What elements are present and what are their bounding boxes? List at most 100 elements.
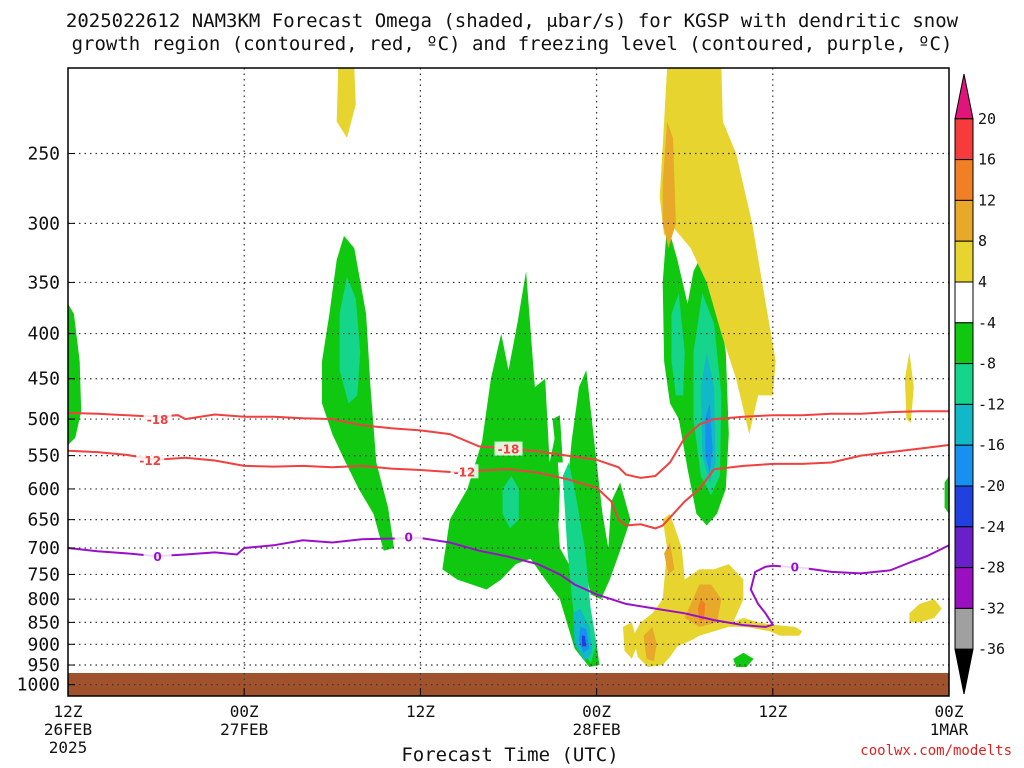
colorbar-label-13: -36 [978,640,1005,658]
colorbar: 20 16 12 8 4 -4 -8 -12 -16 -20 -24 -28 -32 -36 [954,73,1005,695]
colorbar-seg-6 [954,322,974,365]
omega-region-24 [662,121,676,249]
y-tick-label-300: 300 [27,213,60,234]
x-tick-label-60-1: 1MAR [930,720,969,739]
colorbar-seg-14 [954,648,974,695]
colorbar-seg-5 [954,281,974,324]
y-tick-label-450: 450 [27,369,60,390]
y-tick-label-1000: 1000 [17,675,60,696]
omega-region-26 [664,542,675,575]
colorbar-seg-12 [954,567,974,609]
y-tick-label-350: 350 [27,272,60,293]
omega-region-1 [322,235,394,551]
omega-region-17 [552,415,563,463]
x-tick-label-0-2: 2025 [49,738,88,757]
contour-label-0-1: -18 [498,443,520,457]
contour-line-1 [68,444,949,530]
colorbar-seg-8 [954,403,974,446]
x-tick-label-0-0: 12Z [54,702,83,721]
x-tick-label-60-0: 00Z [935,702,964,721]
contour-label-0-0: -18 [147,413,169,427]
contour-labels: -18 -18 -12 -12 0 0 0 [136,412,809,575]
y-tick-label-800: 800 [27,589,60,610]
colorbar-label-3: 8 [978,232,987,250]
x-tick-label-0-1: 26FEB [44,720,92,739]
x-tick-label-12-1: 27FEB [220,720,268,739]
omega-region-16 [733,652,754,667]
y-tick-label-900: 900 [27,634,60,655]
contour-label-bg-2-0 [143,549,172,564]
omega-region-20 [633,513,803,667]
contour-label-2-0: 0 [153,550,161,564]
omega-region-6 [562,462,597,663]
omega-region-11 [671,293,685,396]
colorbar-seg-1 [954,118,974,161]
y-tick-label-750: 750 [27,564,60,585]
contour-label-bg-0-1 [494,441,523,456]
y-tick-label-600: 600 [27,479,60,500]
contour-label-1-1: -12 [454,465,476,479]
y-tick-label-950: 950 [27,655,60,676]
chart-title-line-2: growth region (contoured, red, ºC) and f… [71,33,953,55]
x-tick-label-48-0: 12Z [758,702,787,721]
colorbar-seg-11 [954,526,974,569]
x-tick-label-36-0: 00Z [582,702,611,721]
omega-region-23 [623,622,638,659]
omega-region-28 [697,599,706,621]
colorbar-label-10: -24 [978,518,1005,536]
colorbar-seg-4 [954,240,974,283]
colorbar-label-7: -12 [978,395,1005,413]
colorbar-label-6: -8 [978,355,996,373]
y-axis: 2503003504004505005506006507007508008509… [17,143,75,696]
omega-region-19 [659,68,776,435]
y-tick-label-400: 400 [27,324,60,345]
contour-label-2-2: 0 [791,561,799,575]
y-tick-label-850: 850 [27,612,60,633]
colorbar-label-11: -28 [978,559,1005,577]
colorbar-seg-10 [954,485,974,528]
colorbar-label-8: -16 [978,436,1005,454]
colorbar-label-2: 12 [978,191,996,209]
omega-region-2 [339,276,361,404]
colorbar-label-12: -32 [978,599,1005,617]
omega-region-18 [336,68,356,138]
y-tick-label-250: 250 [27,143,60,164]
contour-label-bg-2-2 [780,559,809,574]
colorbar-seg-7 [954,363,974,405]
omega-region-21 [909,599,942,623]
x-axis-title: Forecast Time (UTC) [401,744,619,766]
chart-title-line-1: 2025022612 NAM3KM Forecast Omega (shaded… [65,10,959,32]
colorbar-seg-0 [954,73,974,120]
omega-region-25 [643,626,657,661]
omega-shading-layer [68,68,949,667]
colorbar-label-5: -4 [978,314,996,332]
colorbar-seg-9 [954,444,974,487]
contour-label-bg-1-0 [136,452,165,467]
grid-lines [68,68,949,696]
y-tick-label-500: 500 [27,409,60,430]
colorbar-label-4: 4 [978,273,987,291]
x-tick-label-12-0: 00Z [230,702,259,721]
credit-text: coolwx.com/modelts [860,743,1012,759]
y-tick-label-650: 650 [27,510,60,531]
colorbar-label-9: -20 [978,477,1005,495]
contour-label-bg-2-1 [394,529,423,544]
plot-frame [67,67,950,697]
x-tick-label-36-1: 28FEB [573,720,621,739]
colorbar-seg-3 [954,199,974,242]
contour-label-bg-1-1 [450,464,479,479]
omega-region-15 [944,476,949,514]
omega-region-22 [904,352,914,423]
contour-line-0 [68,410,949,479]
colorbar-seg-13 [954,607,974,650]
y-tick-label-700: 700 [27,538,60,559]
colorbar-seg-2 [954,159,974,201]
omega-region-3 [442,271,600,667]
x-tick-label-24-0: 12Z [406,702,435,721]
y-tick-label-550: 550 [27,446,60,467]
omega-region-0 [68,303,82,445]
colorbar-label-1: 16 [978,151,996,169]
colorbar-label-0: 20 [978,110,996,128]
